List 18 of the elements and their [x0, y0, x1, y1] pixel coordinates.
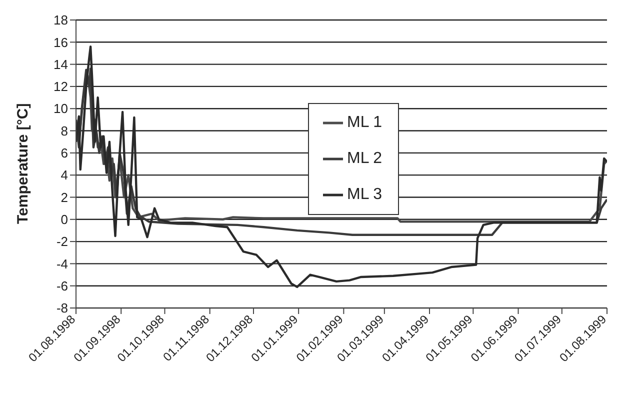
y-tick-label: -6: [56, 278, 68, 294]
y-axis-title: Temperature [°C]: [14, 103, 32, 224]
y-tick-label: 6: [60, 146, 68, 161]
y-tick-label: 2: [60, 190, 68, 205]
legend-label: ML 3: [347, 186, 382, 204]
y-tick-label: -4: [56, 256, 68, 272]
y-tick-label: 14: [54, 56, 68, 72]
y-tick-label: 12: [54, 79, 68, 94]
y-tick-label: -2: [56, 234, 68, 250]
y-tick-label: 16: [54, 34, 68, 50]
y-tick-label: 10: [54, 101, 68, 116]
y-tick-label: 0: [60, 212, 68, 227]
legend-label: ML 1: [347, 114, 382, 132]
y-tick-label: 4: [60, 168, 68, 183]
legend-label: ML 2: [347, 150, 382, 168]
y-tick-label: -8: [56, 300, 68, 316]
y-tick-label: 18: [54, 12, 68, 28]
y-tick-label: 8: [60, 123, 68, 138]
